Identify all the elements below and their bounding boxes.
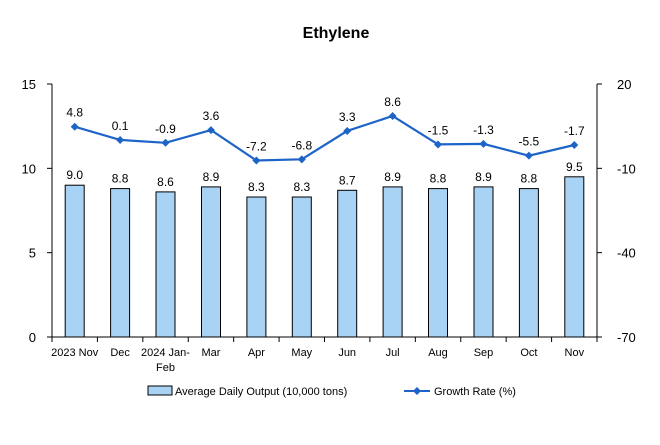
growth-rate-point <box>70 122 79 131</box>
bar <box>473 186 494 338</box>
right-axis-tick-label: -10 <box>617 161 636 176</box>
right-axis-tick-label: -70 <box>617 330 636 345</box>
growth-rate-point <box>343 126 352 135</box>
growth-rate-value-label: 0.1 <box>112 119 129 133</box>
legend-line-marker <box>413 387 421 395</box>
x-axis-tick-label: Sep <box>474 347 494 359</box>
bar <box>337 189 358 338</box>
x-axis-tick-label: Dec <box>110 347 130 359</box>
growth-rate-value-label: -5.5 <box>519 135 540 149</box>
growth-rate-value-label: -0.9 <box>155 122 176 136</box>
growth-rate-point <box>297 155 306 164</box>
x-axis-tick-label: Aug <box>428 347 448 359</box>
right-axis-tick-label: 20 <box>617 77 631 92</box>
bar-value-label: 8.8 <box>430 172 447 186</box>
line-layer <box>70 112 579 165</box>
growth-rate-point <box>161 138 170 147</box>
left-axis-tick-label: 15 <box>22 77 36 92</box>
left-axis-tick-label: 0 <box>29 330 36 345</box>
x-axis-tick-label: Apr <box>248 347 265 359</box>
x-axis-tick-label: Nov <box>565 347 585 359</box>
bar-value-label: 8.7 <box>339 173 356 187</box>
growth-rate-line <box>74 114 575 162</box>
bar-value-label: 8.3 <box>293 180 310 194</box>
legend-bar-label: Average Daily Output (10,000 tons) <box>175 386 347 398</box>
growth-rate-point <box>524 151 533 160</box>
bar <box>64 184 85 338</box>
bar-value-label: 8.9 <box>384 170 401 184</box>
bar <box>564 176 585 338</box>
right-axis-tick-label: -40 <box>617 246 636 261</box>
growth-rate-point <box>434 140 443 149</box>
growth-rate-value-label: -1.5 <box>428 123 449 137</box>
bar-value-label: 8.9 <box>203 170 220 184</box>
legend: Average Daily Output (10,000 tons) Growth… <box>147 385 516 398</box>
legend-bar-swatch <box>147 385 173 396</box>
bar-value-label: 9.0 <box>66 168 83 182</box>
bar <box>110 188 131 338</box>
growth-rate-point <box>570 141 579 150</box>
growth-rate-point <box>388 112 397 121</box>
growth-rate-point <box>116 135 125 144</box>
bar-value-label: 9.5 <box>566 160 583 174</box>
x-axis-tick-label: Mar <box>202 347 221 359</box>
bar-value-label: 8.8 <box>112 172 129 186</box>
growth-rate-value-label: 4.8 <box>66 106 83 120</box>
bar <box>201 186 221 338</box>
growth-rate-value-label: -6.8 <box>291 138 312 152</box>
bar <box>428 188 448 338</box>
left-axis-tick-label: 10 <box>22 161 36 176</box>
growth-rate-value-label: -7.2 <box>246 140 267 154</box>
x-axis-tick-label: May <box>291 347 312 359</box>
bar <box>246 196 267 338</box>
growth-rate-value-label: 3.6 <box>203 109 220 123</box>
legend-line-label: Growth Rate (%) <box>434 386 516 398</box>
bar <box>518 188 539 338</box>
bar-value-label: 8.6 <box>157 175 174 189</box>
x-axis-tick-label: Jun <box>338 347 356 359</box>
x-axis-tick-label: Jul <box>386 347 400 359</box>
left-axis-tick-label: 5 <box>29 246 36 261</box>
x-axis-tick-label: 2023 Nov <box>51 347 99 359</box>
growth-rate-value-label: -1.7 <box>564 124 585 138</box>
bar-value-label: 8.8 <box>521 172 538 186</box>
bar-value-label: 8.3 <box>248 180 265 194</box>
x-axis-tick-label: Oct <box>520 347 537 359</box>
bar-value-label: 8.9 <box>475 170 492 184</box>
growth-rate-value-label: 8.6 <box>384 95 401 109</box>
bar <box>382 186 403 338</box>
bars-layer <box>64 176 585 338</box>
x-axis-tick-label: Feb <box>156 362 175 374</box>
labels-layer: 9.0 8.8 8.6 8.9 8.3 8.3 8.7 8.9 8.8 8.9 8.8 9.5 4.8 0… <box>66 95 585 194</box>
growth-rate-point <box>206 126 215 135</box>
growth-rate-value-label: 3.3 <box>339 110 356 124</box>
chart-title: Ethylene <box>303 25 370 42</box>
x-axis-tick-label: 2024 Jan- <box>141 347 190 359</box>
axes-layer: 0 5 10 15 -70 -40 -10 20 2023 Nov Dec 2024 Jan- Feb… <box>22 77 636 374</box>
bar <box>291 196 312 338</box>
growth-rate-point <box>479 139 488 148</box>
growth-rate-point <box>252 156 261 165</box>
growth-rate-value-label: -1.3 <box>473 123 494 137</box>
bar <box>155 191 176 338</box>
